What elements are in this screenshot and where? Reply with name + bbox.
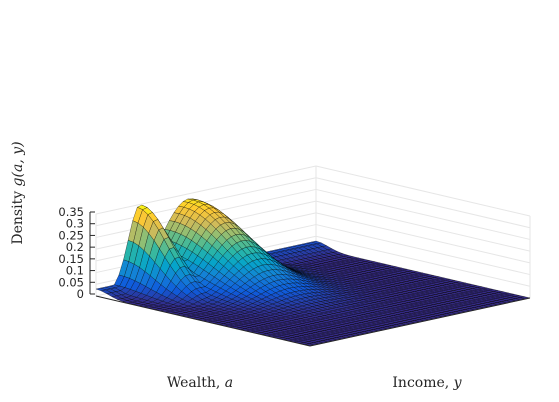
x-axis-line <box>95 295 311 347</box>
z-tick-label-5: 0.25 <box>58 228 84 242</box>
y-axis-label-var: y <box>453 375 463 391</box>
z-tick-label-0: 0 <box>77 287 84 301</box>
z-tick-labels: 00.050.10.150.20.250.30.35 <box>58 205 95 301</box>
y-axis-label-text: Income, <box>392 375 453 391</box>
z-tick-label-3: 0.15 <box>58 252 84 266</box>
x-axis-label: Wealth, a <box>167 375 233 391</box>
x-axis-label-text: Wealth, <box>167 375 225 391</box>
x-axis-label-var: a <box>225 375 233 391</box>
z-grid-line-left-7 <box>95 165 317 215</box>
z-axis-label-text: Density <box>10 186 26 244</box>
z-axis-label: Density g(a, y) <box>10 141 26 244</box>
z-grid-line-right-1 <box>315 235 531 287</box>
axes <box>89 212 531 347</box>
z-grid-line-right-5 <box>315 188 531 240</box>
z-grid-line-right-3 <box>315 212 531 264</box>
z-grid-line-right-7 <box>315 165 531 217</box>
z-grid-line-right-6 <box>315 177 531 229</box>
z-grid-line-left-6 <box>95 177 317 227</box>
z-tick-label-4: 0.2 <box>66 240 84 254</box>
z-grid-line-right-2 <box>315 224 531 276</box>
z-tick-label-6: 0.3 <box>66 217 84 231</box>
surface-mesh <box>95 198 531 347</box>
y-axis-label: Income, y <box>392 375 462 391</box>
z-axis-label-var: g(a, y) <box>10 141 26 186</box>
z-tick-label-7: 0.35 <box>58 205 84 219</box>
y-axis-line <box>309 297 531 347</box>
z-grid-line-right-4 <box>315 200 531 252</box>
z-tick-label-1: 0.05 <box>58 275 84 289</box>
z-tick-label-2: 0.1 <box>66 264 84 278</box>
